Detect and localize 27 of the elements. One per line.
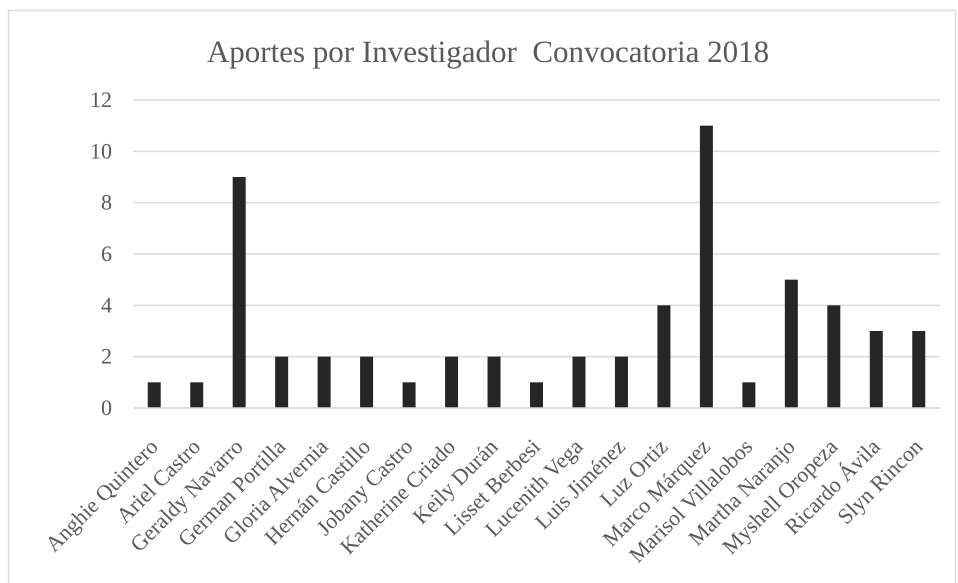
bar [360, 356, 374, 408]
bar [530, 382, 543, 408]
bar [827, 305, 840, 408]
bar [742, 382, 756, 408]
bar [784, 280, 798, 408]
y-tick-label: 0 [101, 395, 112, 420]
bar [190, 382, 204, 408]
y-tick-label: 2 [101, 344, 112, 369]
bar [402, 382, 416, 408]
y-tick-label: 12 [90, 87, 112, 112]
bar [657, 305, 670, 408]
bar [870, 331, 883, 408]
y-tick-label: 6 [101, 241, 112, 266]
bar [912, 331, 926, 408]
bar [614, 356, 628, 408]
bar [148, 382, 161, 408]
bar [275, 356, 288, 408]
bar [445, 356, 458, 408]
bar [232, 177, 246, 408]
bar [488, 356, 501, 408]
bar [318, 356, 331, 408]
chart-title: Aportes por Investigador Convocatoria 2018 [206, 34, 770, 69]
bar [700, 126, 713, 408]
y-tick-label: 4 [101, 292, 112, 318]
y-tick-label: 8 [101, 190, 112, 215]
bar [572, 356, 586, 408]
y-tick-label: 10 [90, 138, 112, 164]
